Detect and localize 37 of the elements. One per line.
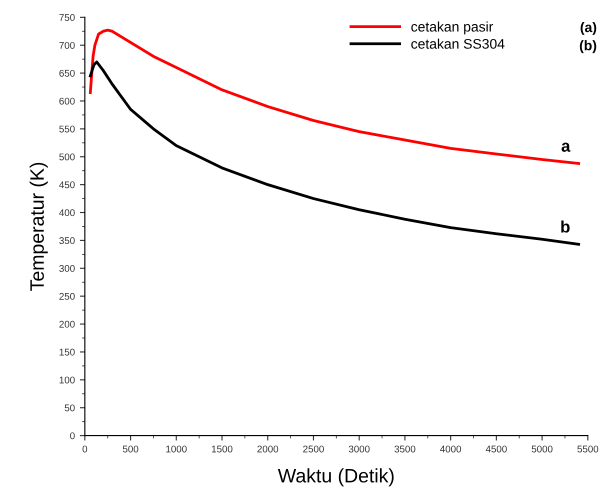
legend-label: cetakan SS304 (411, 38, 504, 49)
x-tick-label: 500 (122, 446, 138, 452)
x-tick-label: 4000 (440, 446, 462, 452)
y-tick-label: 0 (70, 432, 75, 440)
annotation: (a) (580, 22, 596, 35)
y-tick-label: 50 (64, 404, 75, 412)
y-axis-title: Temperatur (K) (30, 162, 48, 291)
x-tick-label: 5000 (532, 446, 553, 452)
y-tick-label: 150 (60, 348, 75, 356)
y-tick-label: 100 (60, 376, 75, 384)
y-tick-label: 350 (59, 237, 75, 244)
x-tick-label: 2000 (257, 446, 278, 452)
x-tick-label: 1500 (212, 446, 232, 452)
y-tick-label: 650 (59, 70, 75, 77)
annotation: a (562, 142, 570, 152)
y-tick-label: 250 (59, 292, 75, 300)
annotation: b (561, 220, 570, 233)
y-tick-label: 750 (59, 14, 75, 21)
x-tick-label: 5500 (577, 446, 598, 452)
x-tick-label: 3000 (348, 446, 370, 452)
line-series (88, 60, 580, 246)
legend-label: cetakan pasir (411, 21, 494, 34)
y-tick-label: 700 (59, 42, 75, 49)
y-tick-label: 450 (59, 181, 75, 188)
x-tick-label: 2500 (303, 446, 324, 452)
y-tick-label: 550 (59, 126, 75, 132)
annotation: (b) (580, 40, 596, 54)
x-tick-label: 4500 (486, 446, 507, 452)
y-tick-label: 600 (59, 98, 75, 105)
y-tick-label: 200 (59, 320, 75, 328)
x-axis-title: Waktu (Detik) (278, 468, 394, 486)
y-tick-label: 300 (59, 265, 75, 272)
x-tick-label: 3500 (394, 446, 416, 452)
y-tick-label: 400 (59, 209, 75, 216)
x-tick-label: 1000 (166, 446, 187, 452)
x-tick-label: 0 (82, 446, 88, 452)
y-tick-label: 500 (59, 153, 75, 160)
